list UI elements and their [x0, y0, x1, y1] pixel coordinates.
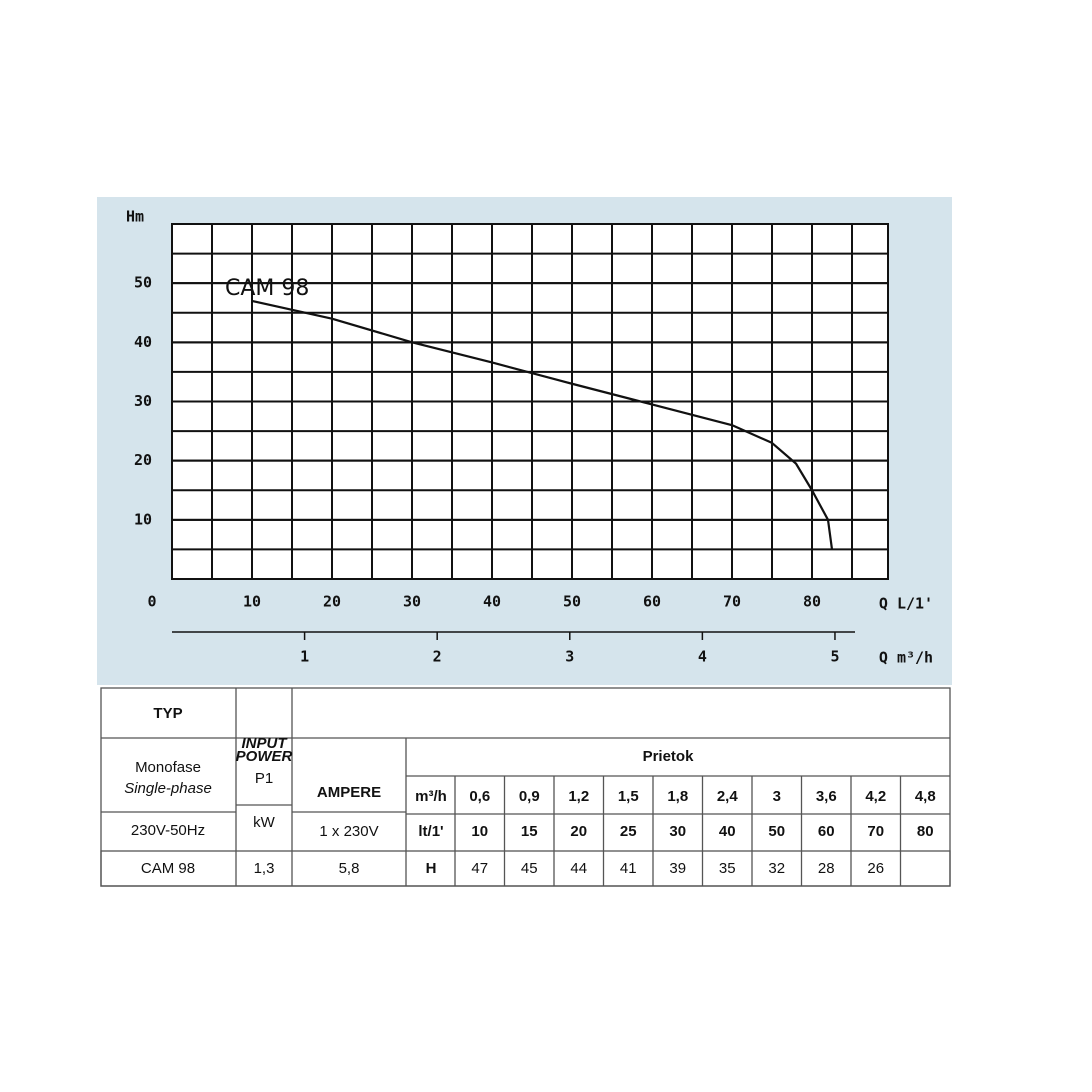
flow-lt: 40	[719, 823, 736, 840]
head: 44	[570, 860, 587, 877]
flow-m3h: 3,6	[816, 788, 837, 805]
x-tick-label: 30	[403, 593, 421, 611]
flow-m3h: 2,4	[717, 788, 739, 805]
plot	[251, 299, 834, 550]
flow-lt: 20	[570, 823, 587, 840]
x-axis-label: Q L/1'	[879, 595, 933, 613]
power: 1,3	[254, 860, 275, 877]
head: 26	[867, 860, 884, 877]
x2-axis-label: Q m³/h	[879, 649, 933, 667]
head: 41	[620, 860, 637, 877]
head: 28	[818, 860, 835, 877]
flow-m3h: 1,5	[618, 788, 639, 805]
flow-m3h: 1,2	[568, 788, 589, 805]
x2-tick-label: 3	[565, 648, 574, 666]
kw: kW	[253, 814, 276, 831]
flow-m3h: 4,8	[915, 788, 936, 805]
x-tick-label: 50	[563, 593, 581, 611]
y-tick-label: 20	[134, 451, 152, 469]
phase: Single-phase	[124, 780, 212, 797]
y-tick-label: 10	[134, 510, 152, 528]
flow-m3h: 0,6	[469, 788, 490, 805]
ampere: AMPERE	[317, 784, 381, 801]
flow-unit: m³/h	[415, 788, 447, 805]
current: 5,8	[339, 860, 360, 877]
flow-lt: 10	[471, 823, 488, 840]
voltage: 230V-50Hz	[131, 822, 205, 839]
flow-unit: lt/1'	[418, 823, 443, 840]
flow-lt: 30	[669, 823, 686, 840]
input-power: INPUT	[242, 735, 289, 752]
y-tick-label: 30	[134, 392, 152, 410]
flow-m3h: 0,9	[519, 788, 540, 805]
flow-lt: 60	[818, 823, 835, 840]
x-tick-label: 60	[643, 593, 661, 611]
flow-lt: 25	[620, 823, 637, 840]
ampere-voltage: 1 x 230V	[319, 823, 378, 840]
x2-tick-label: 1	[300, 648, 309, 666]
model-row	[100, 850, 951, 887]
x2-tick-label: 4	[698, 648, 707, 666]
table: TYP Monofase Single-phase 230V-50Hz INPU…	[100, 687, 951, 887]
flow-m3h: 3	[773, 788, 781, 805]
y-axis-label: Hm	[126, 208, 144, 226]
phase: Monofase	[135, 759, 201, 776]
x-tick-label: 80	[803, 593, 821, 611]
pump-curve	[251, 299, 834, 550]
model: CAM 98	[141, 860, 195, 877]
flow-lt: 80	[917, 823, 934, 840]
flow-lt: 15	[521, 823, 538, 840]
head: 47	[471, 860, 488, 877]
y-tick-label: 50	[134, 274, 152, 292]
flow-m3h: 1,8	[667, 788, 688, 805]
head: 32	[768, 860, 785, 877]
head: 35	[719, 860, 736, 877]
typ-header: TYP	[153, 705, 182, 722]
x-tick-label: 70	[723, 593, 741, 611]
x-tick-label: 40	[483, 593, 501, 611]
x-tick-label: 0	[147, 593, 156, 611]
flow-lt: 70	[867, 823, 884, 840]
series-label: CAM 98	[225, 276, 309, 301]
input-power: POWER	[236, 748, 293, 765]
x-tick-label: 10	[243, 593, 261, 611]
head: 39	[669, 860, 686, 877]
x-tick-label: 20	[323, 593, 341, 611]
flow-lt: 50	[768, 823, 785, 840]
x2-tick-label: 5	[830, 648, 839, 666]
head-unit: H	[426, 860, 437, 877]
p1: P1	[255, 770, 273, 787]
y-tick-label: 40	[134, 333, 152, 351]
x2-tick-label: 2	[433, 648, 442, 666]
flow-title: Prietok	[643, 748, 695, 765]
flow-m3h: 4,2	[865, 788, 886, 805]
head: 45	[521, 860, 538, 877]
